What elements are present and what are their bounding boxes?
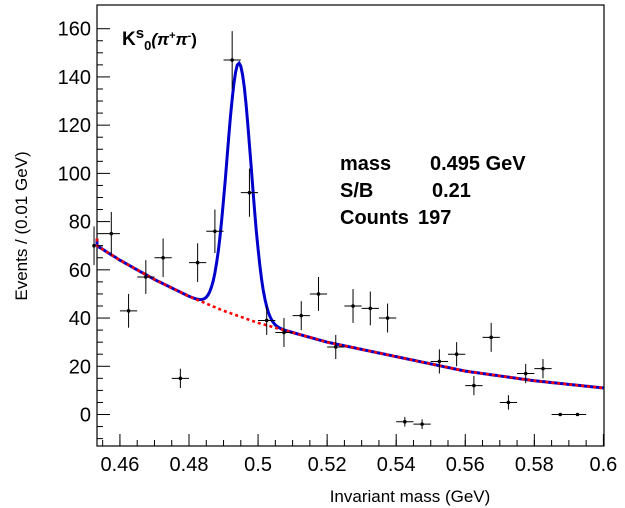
data-marker (558, 412, 563, 417)
y-tick-label: 80 (69, 212, 91, 234)
y-axis-title: Events / (0.01 GeV) (12, 151, 31, 300)
y-tick-label: 60 (69, 260, 91, 282)
title-subscript: 0 (144, 38, 151, 53)
x-axis: 0.46 0.48 0.5 0.52 0.54 0.56 0.58 0.6 (100, 434, 617, 476)
data-marker (575, 412, 580, 417)
title-paren-close: ) (191, 30, 197, 49)
stats-sb-value: 0.21 (432, 180, 471, 202)
data-marker (385, 316, 390, 320)
data-point (154, 238, 172, 278)
y-axis: 0 20 40 60 80 100 120 140 160 (58, 19, 110, 440)
data-marker (213, 229, 217, 234)
data-marker (92, 243, 96, 248)
data-marker (282, 330, 286, 335)
stats-counts-value: 197 (418, 207, 451, 229)
data-point (137, 260, 155, 294)
x-tick-label: 0.56 (446, 454, 485, 476)
data-point (396, 416, 414, 427)
data-marker (454, 352, 459, 357)
data-marker (333, 345, 338, 349)
stats-counts-label: Counts (340, 207, 409, 229)
y-tick-label: 120 (58, 115, 91, 137)
title-minus: - (188, 30, 192, 42)
data-marker (351, 304, 355, 308)
x-tick-label: 0.48 (170, 454, 209, 476)
data-point (568, 412, 587, 417)
data-point (378, 303, 397, 333)
data-point (448, 342, 466, 367)
x-axis-title: Invariant mass (GeV) (330, 487, 491, 506)
data-point (292, 301, 310, 331)
title-paren-open: (π (151, 30, 170, 49)
title-main-letter: K (122, 29, 136, 50)
data-point (275, 318, 293, 347)
data-marker (161, 255, 165, 260)
y-tick-label: 100 (58, 163, 91, 185)
data-point (482, 322, 500, 352)
data-point (517, 363, 535, 384)
x-tick-label: 0.6 (589, 454, 617, 476)
data-point (499, 395, 518, 410)
data-marker (316, 292, 321, 296)
data-marker (523, 371, 528, 376)
y-tick-label: 140 (58, 67, 91, 89)
data-point (309, 277, 328, 311)
data-marker (264, 318, 269, 323)
data-point (119, 293, 138, 328)
x-tick-label: 0.58 (515, 454, 554, 476)
data-marker (126, 309, 131, 313)
data-marker (178, 376, 183, 381)
data-point (171, 368, 189, 388)
x-tick-label: 0.46 (100, 454, 139, 476)
data-marker (403, 419, 407, 424)
y-tick-label: 20 (69, 356, 91, 378)
data-point (240, 168, 259, 217)
stats-mass-value: 0.495 GeV (430, 153, 526, 175)
x-tick-label: 0.54 (377, 454, 416, 476)
fit-curves (95, 60, 604, 390)
data-marker (420, 422, 424, 426)
data-point (534, 359, 552, 379)
data-marker (437, 359, 442, 364)
data-marker (195, 260, 200, 265)
data-marker (472, 383, 476, 388)
data-point (327, 334, 345, 360)
data-marker (109, 231, 114, 236)
data-marker (144, 275, 148, 279)
data-point (206, 209, 224, 253)
fit-background-curve (95, 238, 604, 390)
stats-mass-label: mass (340, 153, 391, 175)
title-superscript: s (136, 25, 144, 42)
data-marker (247, 190, 252, 195)
x-tick-label: 0.52 (308, 454, 347, 476)
data-marker (299, 313, 304, 318)
data-point (92, 226, 103, 266)
stats-sb-label: S/B (340, 180, 373, 202)
data-point (344, 289, 362, 323)
data-marker (489, 335, 493, 340)
data-point (102, 211, 120, 256)
y-tick-label: 0 (80, 405, 91, 427)
title-pi: π (176, 30, 189, 49)
data-point (551, 412, 569, 417)
data-point (258, 305, 276, 335)
data-marker (506, 400, 511, 405)
title-plus: + (169, 30, 175, 42)
data-point (189, 243, 207, 282)
data-marker (230, 58, 234, 62)
data-point (465, 375, 483, 396)
plot-frame (96, 4, 605, 447)
y-tick-label: 160 (58, 19, 91, 41)
data-marker (368, 306, 373, 311)
y-tick-label: 40 (69, 308, 91, 330)
data-point (430, 349, 448, 374)
data-point (413, 419, 431, 429)
data-points (92, 31, 587, 429)
data-marker (541, 366, 545, 371)
data-point (223, 31, 241, 89)
data-point (361, 291, 379, 326)
x-tick-label: 0.5 (244, 454, 272, 476)
chart-title: Ks0(π+π-) (122, 25, 197, 53)
